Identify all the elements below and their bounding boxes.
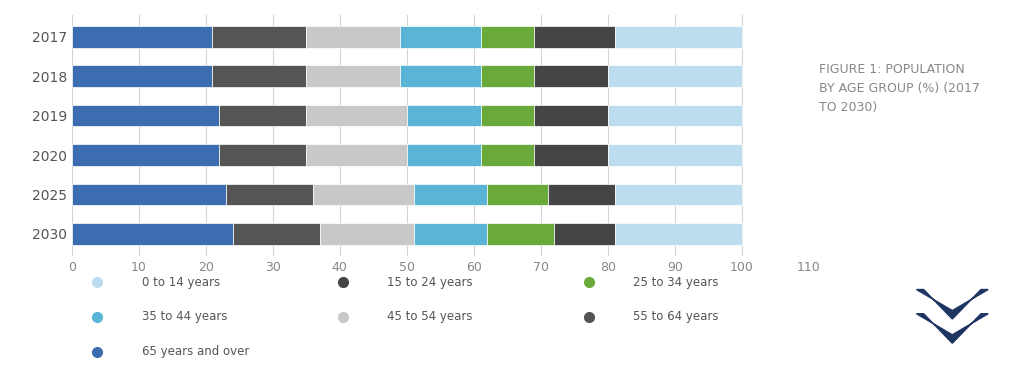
Bar — [535, 26, 614, 48]
Bar — [72, 105, 219, 126]
Bar — [480, 65, 535, 87]
Bar — [306, 65, 400, 87]
Bar — [219, 105, 306, 126]
Text: 45 to 54 years: 45 to 54 years — [387, 311, 473, 323]
Text: 0 to 14 years: 0 to 14 years — [141, 276, 220, 289]
Bar — [535, 105, 608, 126]
Bar — [400, 26, 480, 48]
Text: 65 years and over: 65 years and over — [141, 345, 249, 358]
Bar — [614, 183, 742, 205]
Bar — [212, 65, 306, 87]
Bar — [313, 183, 414, 205]
Bar — [480, 144, 535, 166]
Bar — [407, 105, 480, 126]
Bar — [72, 65, 212, 87]
Text: 25 to 34 years: 25 to 34 years — [633, 276, 719, 289]
Bar — [608, 105, 742, 126]
Bar — [72, 26, 212, 48]
Bar — [554, 223, 614, 245]
Bar — [306, 105, 407, 126]
Bar — [400, 65, 480, 87]
Text: 15 to 24 years: 15 to 24 years — [387, 276, 473, 289]
Bar — [487, 183, 548, 205]
Polygon shape — [916, 314, 988, 343]
Bar — [608, 144, 742, 166]
Bar — [614, 26, 742, 48]
Bar — [219, 144, 306, 166]
Bar — [535, 144, 608, 166]
Bar — [72, 223, 232, 245]
Bar — [72, 144, 219, 166]
Text: FIGURE 1: POPULATION
BY AGE GROUP (%) (2017
TO 2030): FIGURE 1: POPULATION BY AGE GROUP (%) (2… — [819, 63, 980, 114]
Bar — [535, 65, 608, 87]
Bar — [306, 144, 407, 166]
Bar — [480, 26, 535, 48]
Bar — [407, 144, 480, 166]
Text: 55 to 64 years: 55 to 64 years — [633, 311, 719, 323]
Bar — [226, 183, 313, 205]
Bar — [487, 223, 554, 245]
Bar — [608, 65, 742, 87]
Bar — [72, 183, 226, 205]
Bar — [306, 26, 400, 48]
Bar — [414, 223, 487, 245]
Bar — [548, 183, 614, 205]
Bar — [480, 105, 535, 126]
Polygon shape — [916, 290, 988, 319]
Bar — [614, 223, 742, 245]
Bar — [212, 26, 306, 48]
Text: 35 to 44 years: 35 to 44 years — [141, 311, 227, 323]
Bar — [414, 183, 487, 205]
Bar — [232, 223, 319, 245]
Bar — [319, 223, 414, 245]
